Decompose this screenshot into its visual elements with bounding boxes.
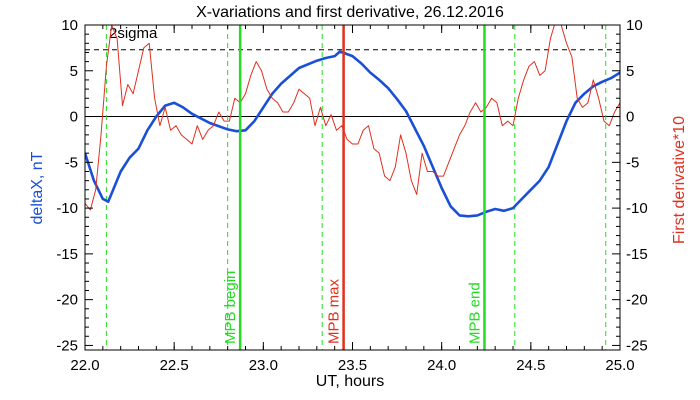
x-tick-label-2: 23.0 <box>249 357 278 374</box>
x-tick-label-6: 25.0 <box>605 357 634 374</box>
y-tick-label-left-1: -20 <box>56 292 78 309</box>
y-axis-label-left: deltaX, nT <box>29 151 46 224</box>
y-tick-label-right-2: -15 <box>626 246 648 263</box>
event-marker-label-1: MPB max <box>326 278 343 344</box>
y-tick-label-left-5: 0 <box>70 109 78 126</box>
y-tick-label-left-0: -25 <box>56 337 78 354</box>
x-tick-label-4: 24.0 <box>427 357 456 374</box>
plot-frame <box>84 24 621 351</box>
x-axis-label: UT, hours <box>316 373 384 390</box>
y-tick-label-right-5: 0 <box>626 109 634 126</box>
y-tick-label-right-7: 10 <box>626 17 643 34</box>
x-tick-label-5: 24.5 <box>516 357 545 374</box>
y-tick-label-left-2: -15 <box>56 246 78 263</box>
series-line-deltax <box>85 50 620 218</box>
y-axis-label-right: First derivative*10 <box>671 116 688 244</box>
chart-title: X-variations and first derivative, 26.12… <box>196 4 504 21</box>
y-tick-label-right-3: -10 <box>626 200 648 217</box>
y-tick-label-left-3: -10 <box>56 200 78 217</box>
y-tick-label-left-7: 10 <box>61 17 78 34</box>
plot-area: 2sigma MPB begin MPB max MPB end 22.0 22.5 23.… <box>56 17 647 374</box>
y-tick-label-right-6: 5 <box>626 63 634 80</box>
y-tick-label-right-0: -25 <box>626 337 648 354</box>
y-tick-label-left-6: 5 <box>70 63 78 80</box>
x-tick-label-0: 22.0 <box>70 357 99 374</box>
x-tick-label-1: 22.5 <box>160 357 189 374</box>
y-tick-label-right-1: -20 <box>626 292 648 309</box>
event-marker-label-0: MPB begin <box>222 271 239 344</box>
y-tick-label-left-4: -5 <box>65 154 78 171</box>
y-tick-label-right-4: -5 <box>626 154 639 171</box>
series-line-derivative <box>85 25 620 211</box>
x-tick-label-3: 23.5 <box>338 357 367 374</box>
sigma-label: 2sigma <box>109 25 158 42</box>
event-marker-label-2: MPB end <box>466 282 483 344</box>
